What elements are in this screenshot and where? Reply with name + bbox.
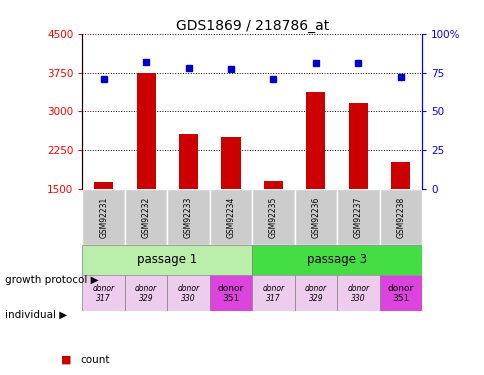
Text: passage 3: passage 3: [306, 254, 366, 266]
Text: GSM92237: GSM92237: [353, 196, 362, 238]
FancyBboxPatch shape: [209, 189, 252, 244]
FancyBboxPatch shape: [252, 244, 421, 275]
Text: donor
330: donor 330: [177, 284, 199, 303]
FancyBboxPatch shape: [336, 189, 378, 244]
Bar: [179, 134, 197, 189]
Title: GDS1869 / 218786_at: GDS1869 / 218786_at: [175, 19, 328, 33]
FancyBboxPatch shape: [294, 189, 336, 244]
Text: donor
351: donor 351: [387, 284, 413, 303]
FancyBboxPatch shape: [378, 275, 421, 311]
Text: growth protocol ▶: growth protocol ▶: [5, 275, 98, 285]
Text: donor
329: donor 329: [304, 284, 326, 303]
Text: count: count: [80, 355, 109, 365]
Text: donor
330: donor 330: [347, 284, 369, 303]
Text: GSM92232: GSM92232: [141, 196, 151, 237]
Text: ■: ■: [60, 355, 71, 365]
FancyBboxPatch shape: [209, 275, 252, 311]
FancyBboxPatch shape: [167, 189, 209, 244]
FancyBboxPatch shape: [82, 244, 252, 275]
FancyBboxPatch shape: [294, 275, 336, 311]
FancyBboxPatch shape: [167, 275, 209, 311]
FancyBboxPatch shape: [252, 275, 294, 311]
FancyBboxPatch shape: [82, 275, 125, 311]
Text: individual ▶: individual ▶: [5, 310, 67, 320]
FancyBboxPatch shape: [378, 189, 421, 244]
Bar: [263, 182, 282, 189]
Text: donor
317: donor 317: [262, 284, 284, 303]
Bar: [348, 103, 367, 189]
Text: donor
329: donor 329: [135, 284, 157, 303]
FancyBboxPatch shape: [125, 189, 167, 244]
Text: GSM92235: GSM92235: [268, 196, 277, 238]
FancyBboxPatch shape: [252, 189, 294, 244]
Text: passage 1: passage 1: [137, 254, 197, 266]
FancyBboxPatch shape: [125, 275, 167, 311]
Text: GSM92233: GSM92233: [183, 196, 193, 238]
Text: GSM92234: GSM92234: [226, 196, 235, 238]
FancyBboxPatch shape: [82, 189, 125, 244]
FancyBboxPatch shape: [336, 275, 378, 311]
Bar: [94, 182, 113, 189]
Bar: [391, 162, 409, 189]
Text: GSM92238: GSM92238: [395, 196, 405, 237]
Bar: [221, 137, 240, 189]
Text: GSM92236: GSM92236: [311, 196, 320, 238]
Bar: [136, 73, 155, 189]
Text: donor
351: donor 351: [217, 284, 243, 303]
Text: donor
317: donor 317: [92, 284, 115, 303]
Text: GSM92231: GSM92231: [99, 196, 108, 237]
Bar: [306, 92, 325, 189]
